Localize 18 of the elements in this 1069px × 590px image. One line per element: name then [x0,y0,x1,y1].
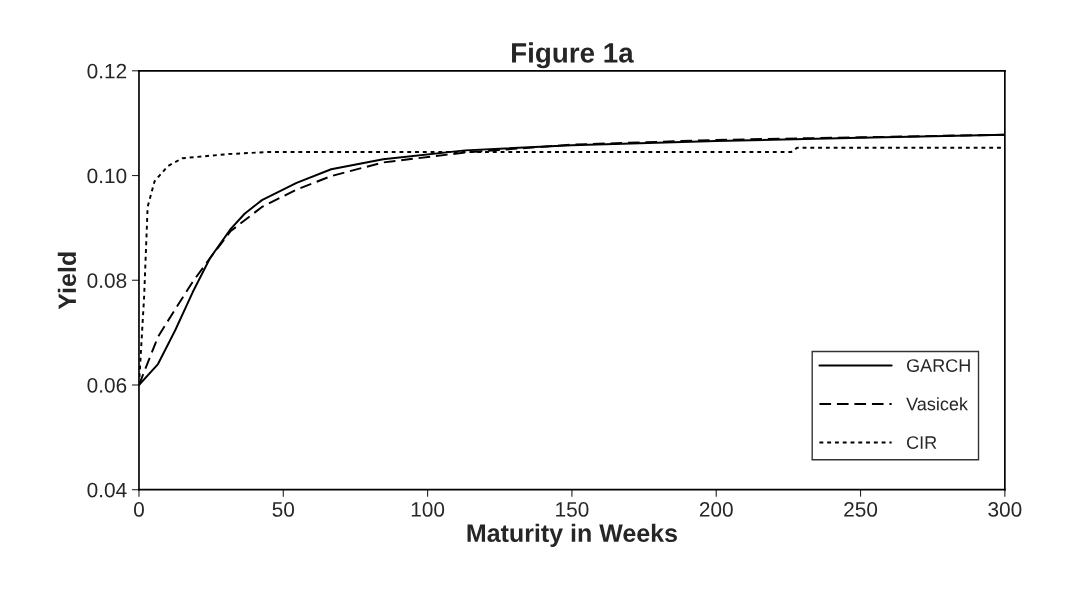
x-tick-label: 100 [411,502,445,517]
x-tick-label: 200 [699,502,733,517]
y-tick-label: 0.12 [87,63,127,79]
y-tick-label: 0.04 [87,482,127,498]
y-axis-title: Yield [57,252,77,310]
x-tick-label: 250 [844,502,878,517]
chart-title: Figure 1a [512,42,634,69]
y-tick-label: 0.08 [87,273,127,288]
x-tick-label: 300 [988,502,1022,517]
x-tick-label: 50 [272,502,295,517]
legend-label: GARCH [906,359,970,372]
x-axis-title: Maturity in Weeks [467,523,677,548]
x-tick-label: 150 [556,502,589,517]
legend-label: CIR [907,436,937,449]
x-tick-label: 0 [133,502,144,517]
y-tick-label: 0.06 [87,377,127,393]
legend-label: Vasicek [906,397,968,411]
y-tick-label: 0.10 [87,168,127,184]
